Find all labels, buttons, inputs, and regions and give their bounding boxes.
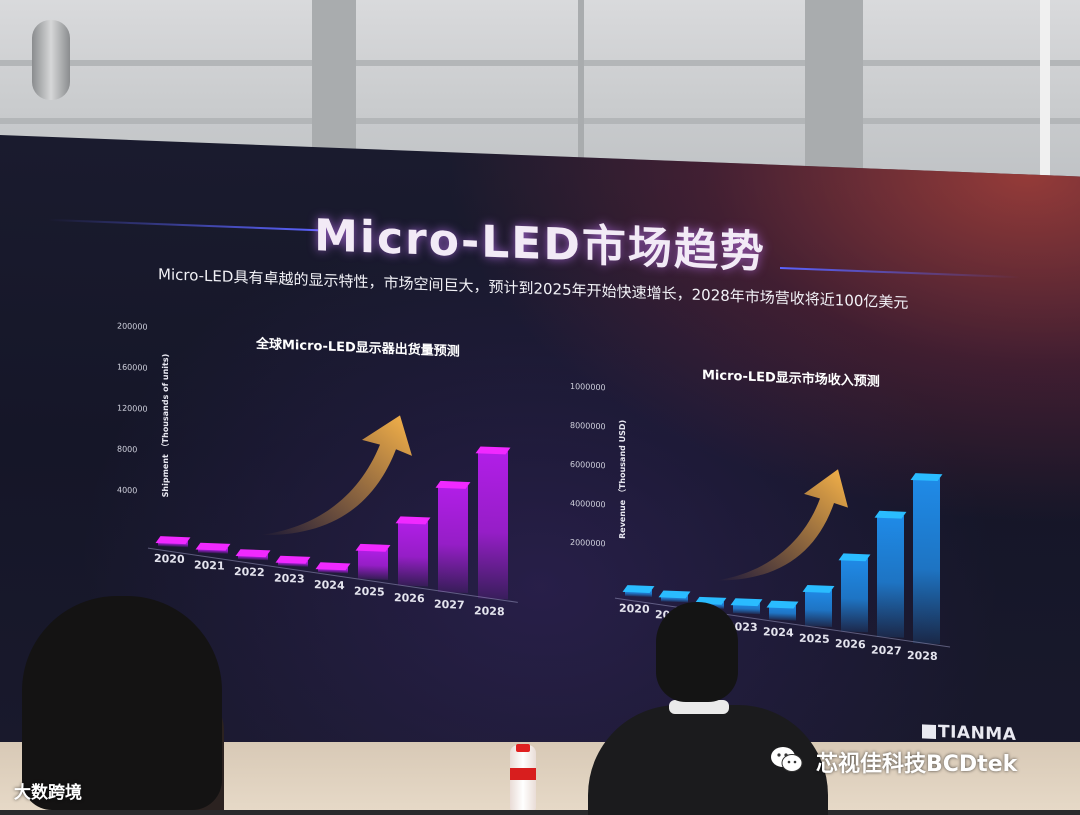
ceiling-light [1040, 0, 1050, 185]
y-tick-label: 4000 [117, 485, 138, 496]
x-tick-label: 2027 [871, 642, 902, 658]
bar-face [398, 520, 428, 587]
bar-2020 [622, 584, 655, 598]
bar-2020 [155, 536, 191, 548]
bar-2023 [275, 555, 311, 567]
bar-top [355, 543, 391, 552]
y-tick-label: 8000000 [570, 420, 606, 432]
y-axis-label-shipment: Shipment （Thousands of units) [161, 353, 170, 498]
y-tick-label: 1000000 [570, 381, 606, 393]
x-tick-label: 2025 [354, 584, 385, 599]
ceiling-beam [578, 0, 584, 185]
bar-face [877, 515, 904, 639]
x-tick-label: 2023 [274, 571, 305, 586]
bottle-cap [516, 744, 530, 752]
bar-top [766, 600, 799, 609]
x-tick-label: 2024 [314, 578, 345, 593]
bar-2028 [475, 446, 511, 600]
x-tick-label: 2020 [154, 551, 185, 567]
shirt-collar [669, 700, 729, 714]
bar-2021 [658, 590, 691, 603]
bar-top [622, 584, 655, 593]
chart-title-revenue: Micro-LED显示市场收入预测 [702, 367, 880, 390]
x-tick-label: 2020 [619, 601, 650, 616]
bar-top [658, 590, 691, 599]
bar-face [805, 588, 832, 627]
wechat-icon [771, 747, 803, 772]
x-tick-label: 2026 [394, 591, 425, 606]
y-tick-label: 6000000 [570, 459, 606, 471]
y-tick-label: 8000 [117, 444, 138, 455]
y-tick-label: 4000000 [570, 498, 606, 510]
bar-2025 [355, 543, 391, 580]
x-tick-label: 2025 [799, 631, 830, 646]
bar-2025 [802, 584, 835, 627]
watermark-left: 大数跨境 [14, 783, 82, 803]
bar-2026 [395, 516, 431, 587]
x-tick-label: 2026 [835, 637, 866, 652]
y-tick-label: 200000 [117, 321, 148, 332]
growth-arrow-icon [260, 415, 412, 535]
bar-2023 [730, 598, 763, 615]
speaker-icon [32, 20, 70, 100]
bar-face [913, 476, 940, 645]
bar-top [838, 553, 871, 562]
ceiling-beam [805, 0, 863, 185]
bar-2021 [195, 542, 231, 554]
y-axis-label-revenue: Revenue （Thousand USD) [618, 419, 627, 540]
y-tick-label: 160000 [117, 362, 148, 373]
x-tick-label: 2028 [474, 604, 505, 619]
bar-2027 [874, 511, 907, 639]
bar-top [195, 542, 231, 551]
presentation-screen: Micro-LED市场趋势 Micro-LED具有卓越的显示特性，市场空间巨大，… [0, 135, 1080, 792]
ceiling-rail [0, 118, 1080, 124]
x-tick-label: 2021 [194, 558, 225, 573]
bar-2026 [838, 553, 871, 633]
ceiling-rail [0, 60, 1080, 66]
bar-2028 [910, 472, 943, 645]
x-tick-label: 2027 [434, 597, 465, 612]
chart-title-shipment: 全球Micro-LED显示器出货量预测 [256, 336, 460, 360]
bar-top [910, 472, 943, 481]
bar-face [358, 547, 388, 580]
y-tick-label: 120000 [117, 403, 148, 414]
bar-face [841, 557, 868, 633]
audience-head [656, 602, 738, 702]
bar-2022 [235, 549, 271, 561]
bar-top [475, 446, 511, 455]
bar-top [802, 584, 835, 593]
growth-arrow-icon [716, 469, 848, 581]
bar-top [235, 549, 271, 558]
bar-face [438, 485, 468, 593]
x-tick-label: 2028 [907, 648, 938, 664]
watermark-right: 芯视佳科技BCDtek [816, 752, 1018, 777]
y-tick-label: 2000000 [570, 537, 606, 549]
tianma-logo-icon [922, 724, 936, 739]
bar-face [478, 450, 508, 600]
bottle-label [510, 768, 536, 780]
bar-2027 [435, 481, 471, 593]
bar-top [155, 536, 191, 545]
bar-top [275, 555, 311, 564]
audience-head [22, 596, 222, 810]
x-tick-label: 2022 [234, 564, 265, 580]
bar-2024 [766, 600, 799, 621]
bar-top [395, 516, 431, 525]
x-tick-label: 2024 [763, 625, 794, 640]
bar-top [315, 562, 351, 571]
